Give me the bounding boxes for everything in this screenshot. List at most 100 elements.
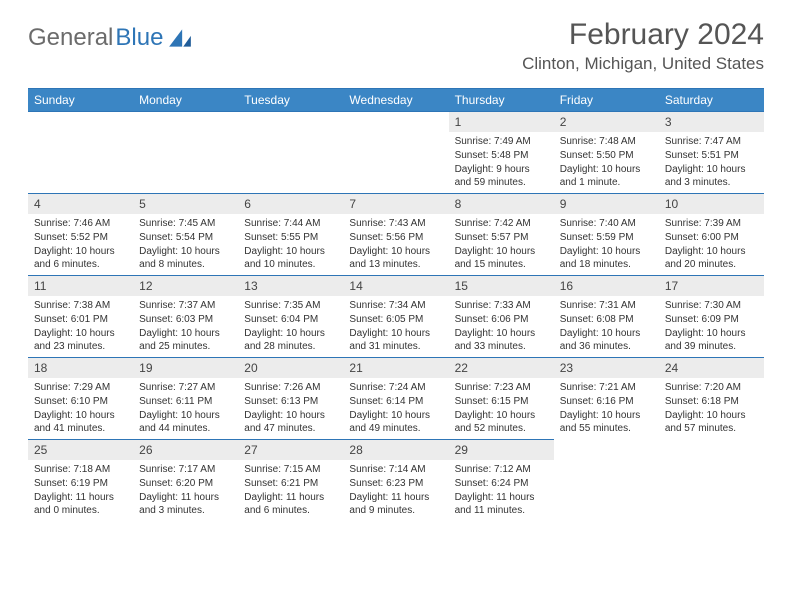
calendar-cell: 27Sunrise: 7:15 AMSunset: 6:21 PMDayligh… — [238, 439, 343, 521]
sunrise-line: Sunrise: 7:17 AM — [139, 463, 232, 476]
calendar-header: SundayMondayTuesdayWednesdayThursdayFrid… — [28, 89, 764, 112]
day-details: Sunrise: 7:43 AMSunset: 5:56 PMDaylight:… — [343, 214, 448, 275]
daylight-line: Daylight: 11 hours and 9 minutes. — [349, 491, 442, 517]
sunset-line: Sunset: 6:15 PM — [455, 395, 548, 408]
calendar-cell: 9Sunrise: 7:40 AMSunset: 5:59 PMDaylight… — [554, 193, 659, 275]
weekday-header: Thursday — [449, 89, 554, 112]
sunset-line: Sunset: 6:00 PM — [665, 231, 758, 244]
sunrise-line: Sunrise: 7:34 AM — [349, 299, 442, 312]
day-number: 16 — [554, 275, 659, 296]
sunset-line: Sunset: 6:20 PM — [139, 477, 232, 490]
day-details: Sunrise: 7:35 AMSunset: 6:04 PMDaylight:… — [238, 296, 343, 357]
calendar-body: 1Sunrise: 7:49 AMSunset: 5:48 PMDaylight… — [28, 111, 764, 521]
sunset-line: Sunset: 6:13 PM — [244, 395, 337, 408]
day-details: Sunrise: 7:40 AMSunset: 5:59 PMDaylight:… — [554, 214, 659, 275]
calendar-cell: 16 Sunrise: 7:31 AMSunset: 6:08 PMDayligh… — [554, 275, 659, 357]
sunset-line: Sunset: 5:48 PM — [455, 149, 548, 162]
calendar-cell — [238, 111, 343, 193]
calendar-cell: 15Sunrise: 7:33 AMSunset: 6:06 PMDayligh… — [449, 275, 554, 357]
sunset-line: Sunset: 6:16 PM — [560, 395, 653, 408]
daylight-line: Daylight: 10 hours and 15 minutes. — [455, 245, 548, 271]
sunrise-line: Sunrise: 7:24 AM — [349, 381, 442, 394]
sunrise-line: Sunrise: 7:18 AM — [34, 463, 127, 476]
weekday-header: Tuesday — [238, 89, 343, 112]
calendar-row: 11Sunrise: 7:38 AMSunset: 6:01 PMDayligh… — [28, 275, 764, 357]
day-details: Sunrise: 7:12 AMSunset: 6:24 PMDaylight:… — [449, 460, 554, 521]
weekday-header: Friday — [554, 89, 659, 112]
sunrise-line: Sunrise: 7:49 AM — [455, 135, 548, 148]
daylight-line: Daylight: 10 hours and 49 minutes. — [349, 409, 442, 435]
daylight-line: Daylight: 10 hours and 10 minutes. — [244, 245, 337, 271]
sunrise-line: Sunrise: 7:44 AM — [244, 217, 337, 230]
daylight-line: Daylight: 11 hours and 3 minutes. — [139, 491, 232, 517]
calendar-cell: 22Sunrise: 7:23 AMSunset: 6:15 PMDayligh… — [449, 357, 554, 439]
daylight-line: Daylight: 10 hours and 23 minutes. — [34, 327, 127, 353]
daylight-line: Daylight: 10 hours and 25 minutes. — [139, 327, 232, 353]
day-number: 7 — [343, 193, 448, 214]
sunrise-line: Sunrise: 7:45 AM — [139, 217, 232, 230]
day-number: 19 — [133, 357, 238, 378]
day-number: 27 — [238, 439, 343, 460]
sunrise-line: Sunrise: 7:30 AM — [665, 299, 758, 312]
logo-text-general: General — [28, 24, 113, 52]
daylight-line: Daylight: 10 hours and 57 minutes. — [665, 409, 758, 435]
daylight-line: Daylight: 10 hours and 52 minutes. — [455, 409, 548, 435]
sunrise-line: Sunrise: 7:31 AM — [560, 299, 653, 312]
sunset-line: Sunset: 6:08 PM — [560, 313, 653, 326]
sunset-line: Sunset: 6:01 PM — [34, 313, 127, 326]
calendar-cell: 20Sunrise: 7:26 AMSunset: 6:13 PMDayligh… — [238, 357, 343, 439]
month-title: February 2024 — [522, 18, 764, 52]
calendar-cell: 2Sunrise: 7:48 AMSunset: 5:50 PMDaylight… — [554, 111, 659, 193]
calendar-cell: 1Sunrise: 7:49 AMSunset: 5:48 PMDaylight… — [449, 111, 554, 193]
daylight-line: Daylight: 11 hours and 11 minutes. — [455, 491, 548, 517]
sunset-line: Sunset: 5:50 PM — [560, 149, 653, 162]
daylight-line: Daylight: 11 hours and 6 minutes. — [244, 491, 337, 517]
daylight-line: Daylight: 10 hours and 36 minutes. — [560, 327, 653, 353]
day-details: Sunrise: 7:37 AMSunset: 6:03 PMDaylight:… — [133, 296, 238, 357]
daylight-line: Daylight: 10 hours and 1 minute. — [560, 163, 653, 189]
daylight-line: Daylight: 10 hours and 39 minutes. — [665, 327, 758, 353]
calendar-row: 25Sunrise: 7:18 AMSunset: 6:19 PMDayligh… — [28, 439, 764, 521]
day-number: 5 — [133, 193, 238, 214]
day-details: Sunrise: 7:44 AMSunset: 5:55 PMDaylight:… — [238, 214, 343, 275]
sunset-line: Sunset: 6:21 PM — [244, 477, 337, 490]
daylight-line: Daylight: 10 hours and 8 minutes. — [139, 245, 232, 271]
sunrise-line: Sunrise: 7:23 AM — [455, 381, 548, 394]
day-details: Sunrise: 7:18 AMSunset: 6:19 PMDaylight:… — [28, 460, 133, 521]
day-number: 10 — [659, 193, 764, 214]
day-details: Sunrise: 7:49 AMSunset: 5:48 PMDaylight:… — [449, 132, 554, 193]
sunset-line: Sunset: 6:04 PM — [244, 313, 337, 326]
sunrise-line: Sunrise: 7:42 AM — [455, 217, 548, 230]
sunset-line: Sunset: 6:05 PM — [349, 313, 442, 326]
empty-cell-top — [343, 111, 448, 131]
sunrise-line: Sunrise: 7:43 AM — [349, 217, 442, 230]
day-number: 28 — [343, 439, 448, 460]
day-details: Sunrise: 7:30 AMSunset: 6:09 PMDaylight:… — [659, 296, 764, 357]
title-block: February 2024 Clinton, Michigan, United … — [522, 18, 764, 74]
sunset-line: Sunset: 5:52 PM — [34, 231, 127, 244]
sunset-line: Sunset: 6:18 PM — [665, 395, 758, 408]
day-details: Sunrise: 7:42 AMSunset: 5:57 PMDaylight:… — [449, 214, 554, 275]
day-details: Sunrise: 7:24 AMSunset: 6:14 PMDaylight:… — [343, 378, 448, 439]
daylight-line: Daylight: 10 hours and 31 minutes. — [349, 327, 442, 353]
sunrise-line: Sunrise: 7:12 AM — [455, 463, 548, 476]
day-number: 1 — [449, 111, 554, 132]
daylight-line: Daylight: 10 hours and 18 minutes. — [560, 245, 653, 271]
day-number: 14 — [343, 275, 448, 296]
daylight-line: Daylight: 10 hours and 41 minutes. — [34, 409, 127, 435]
calendar-cell: 17Sunrise: 7:30 AMSunset: 6:09 PMDayligh… — [659, 275, 764, 357]
day-number: 26 — [133, 439, 238, 460]
sunset-line: Sunset: 6:10 PM — [34, 395, 127, 408]
daylight-line: Daylight: 10 hours and 28 minutes. — [244, 327, 337, 353]
daylight-line: Daylight: 10 hours and 20 minutes. — [665, 245, 758, 271]
daylight-line: Daylight: 10 hours and 47 minutes. — [244, 409, 337, 435]
calendar-row: 4Sunrise: 7:46 AMSunset: 5:52 PMDaylight… — [28, 193, 764, 275]
calendar-cell: 7Sunrise: 7:43 AMSunset: 5:56 PMDaylight… — [343, 193, 448, 275]
day-number: 25 — [28, 439, 133, 460]
day-number: 21 — [343, 357, 448, 378]
day-details: Sunrise: 7:39 AMSunset: 6:00 PMDaylight:… — [659, 214, 764, 275]
day-number: 29 — [449, 439, 554, 460]
day-number: 3 — [659, 111, 764, 132]
sunset-line: Sunset: 5:56 PM — [349, 231, 442, 244]
calendar-cell: 11Sunrise: 7:38 AMSunset: 6:01 PMDayligh… — [28, 275, 133, 357]
